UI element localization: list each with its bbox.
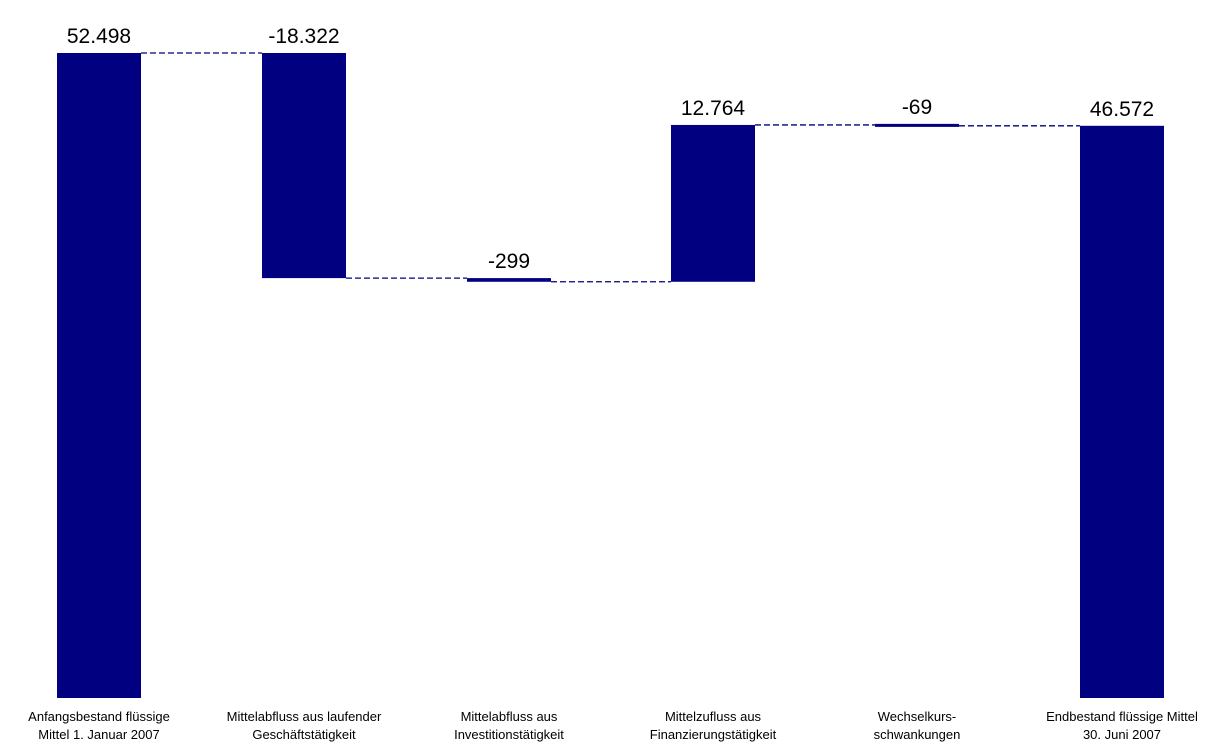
category-labels: Anfangsbestand flüssige Mittel 1. Januar …: [28, 709, 1198, 742]
category-label-1-line-1: Geschäftstätigkeit: [252, 727, 356, 742]
data-label-3: 12.764: [681, 97, 746, 120]
category-label-5-line-1: 30. Juni 2007: [1083, 727, 1161, 742]
data-label-5: 46.572: [1090, 98, 1154, 121]
category-label-3-line-0: Mittelzufluss aus: [665, 709, 762, 724]
bar-3: [671, 124, 755, 282]
bar-2: [467, 278, 551, 282]
connector-lines: [141, 52, 1080, 283]
value-labels: 52.498 -18.322 -299 12.764 -69 46.572: [67, 25, 1154, 273]
category-label-4-line-1: schwankungen: [874, 727, 961, 742]
bar-1: [262, 53, 346, 279]
category-label-2-line-0: Mittelabfluss aus: [461, 709, 558, 724]
bar-5: [1080, 125, 1164, 698]
category-label-0-line-0: Anfangsbestand flüssige: [28, 709, 170, 724]
category-label-5-line-0: Endbestand flüssige Mittel: [1046, 709, 1198, 724]
data-label-0: 52.498: [67, 25, 131, 48]
category-label-0-line-1: Mittel 1. Januar 2007: [38, 727, 159, 742]
bar-4: [875, 123, 959, 127]
data-label-1: -18.322: [268, 25, 339, 48]
category-label-3-line-1: Finanzierungstätigkeit: [650, 727, 777, 742]
bar-0: [57, 53, 141, 698]
bars: [57, 53, 1164, 698]
category-label-4-line-0: Wechselkurs-: [878, 709, 957, 724]
data-label-4: -69: [902, 96, 932, 119]
data-label-2: -299: [488, 250, 530, 273]
category-label-1-line-0: Mittelabfluss aus laufender: [227, 709, 382, 724]
category-label-2-line-1: Investitionstätigkeit: [454, 727, 564, 742]
